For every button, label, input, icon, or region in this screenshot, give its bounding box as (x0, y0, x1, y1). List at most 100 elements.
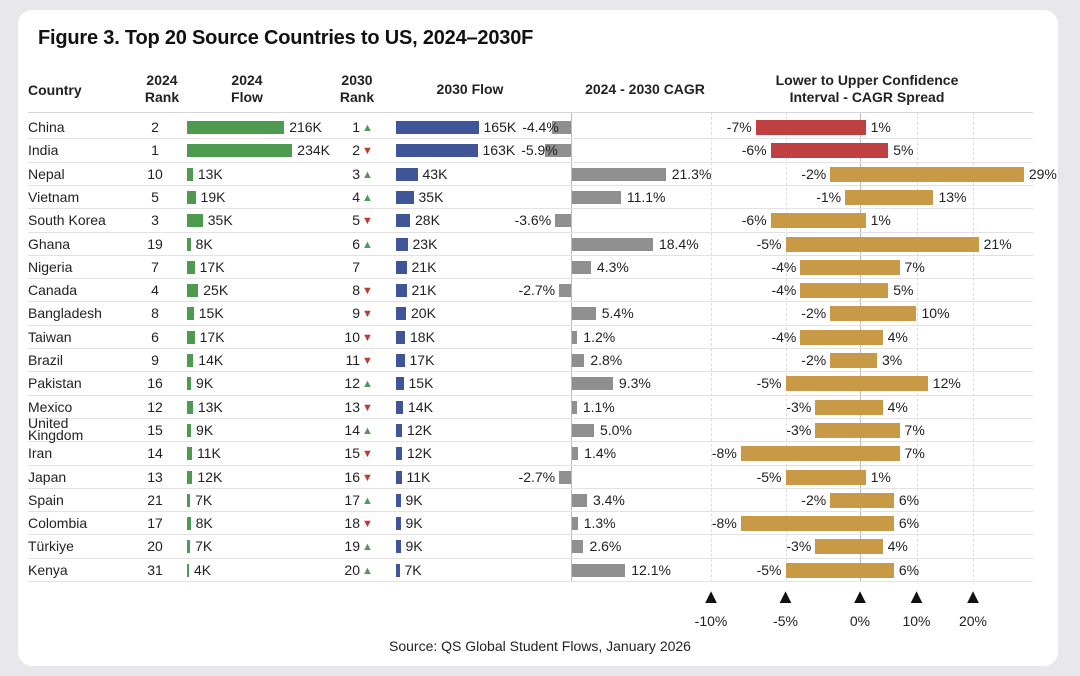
flow-2024-label: 17K (199, 328, 225, 345)
rank-2024: 10 (147, 165, 163, 182)
row-divider (28, 487, 1033, 489)
ci-high-label: 5% (893, 142, 914, 159)
flow-2024-bar (187, 144, 293, 158)
ci-axis-tick-label: 0% (849, 613, 871, 629)
flow-2024-label: 234K (297, 142, 330, 159)
rank-2024: 19 (147, 235, 163, 252)
ci-low-label: -5% (756, 375, 782, 392)
country-name: Bangladesh (28, 305, 102, 322)
rank-2024: 20 (147, 538, 163, 555)
country-name: China (28, 119, 65, 135)
ci-bar (755, 120, 866, 135)
rank-2024: 5 (151, 188, 159, 205)
row-divider (28, 324, 1033, 326)
flow-2030-label: 18K (410, 328, 435, 345)
rank-2024: 7 (151, 258, 159, 275)
row-divider (28, 161, 1033, 163)
ci-high-label: 7% (904, 445, 925, 462)
rank-2024: 9 (151, 352, 159, 368)
flow-2030-label: 163K (482, 142, 516, 159)
rank-2030: 8 (352, 282, 360, 299)
row-divider (28, 184, 1033, 186)
rank-2024: 12 (147, 398, 163, 415)
flow-2024-label: 8K (195, 235, 213, 252)
flow-2024-label: 7K (195, 491, 213, 508)
row-divider (28, 348, 1033, 349)
ci-low-label: -3% (786, 538, 812, 555)
cagr-label: 1.3% (583, 515, 616, 532)
ci-bar (830, 353, 877, 368)
row-divider (28, 464, 1033, 466)
ci-low-label: -2% (801, 305, 827, 322)
flow-2024-label: 15K (198, 305, 224, 322)
country-name: Ghana (28, 235, 71, 252)
flow-2030-bar (396, 167, 418, 181)
rank-2030: 18 (344, 515, 360, 532)
rank-down-icon: ▼ (362, 285, 373, 298)
ci-bar (785, 562, 894, 578)
flow-2024-label: 9K (196, 421, 214, 438)
country-name: Canada (28, 282, 78, 299)
ci-axis-marker-icon: ▲ (775, 586, 796, 608)
ci-bar (785, 236, 979, 252)
ci-high-label: 6% (898, 491, 920, 508)
cagr-label: -5.9% (521, 142, 558, 159)
flow-2024-bar (187, 563, 189, 577)
country-name: India (28, 142, 59, 159)
row-divider (28, 557, 1033, 559)
ci-bar (770, 213, 866, 229)
ci-bar (815, 399, 883, 415)
flow-2030-label: 21K (411, 282, 437, 299)
ci-axis-tick-label: -5% (773, 613, 798, 629)
ci-high-label: 6% (898, 561, 920, 578)
ci-axis-marker-icon: ▲ (701, 586, 721, 608)
ci-bar (740, 516, 894, 532)
rank-2024: 16 (147, 375, 163, 392)
cagr-bar (572, 307, 596, 321)
rank-2030: 7 (352, 258, 360, 275)
rank-2030: 4 (352, 188, 360, 205)
ci-high-label: 13% (938, 188, 967, 205)
ci-high-label: 29% (1028, 165, 1057, 182)
rank-2030: 9 (352, 305, 360, 322)
rank-2024: 13 (147, 468, 163, 485)
flow-2030-label: 35K (418, 188, 444, 205)
rank-2030: 12 (344, 375, 360, 392)
ci-bar (785, 469, 866, 485)
ci-low-label: -3% (786, 421, 812, 438)
ci-bar (830, 492, 894, 508)
country-name: Taiwan (28, 328, 72, 345)
row-divider (28, 138, 1033, 140)
flow-2030-label: 28K (415, 212, 440, 229)
ci-low-label: -2% (801, 491, 827, 508)
ci-gridline (785, 112, 787, 582)
flow-2030-bar (396, 284, 407, 298)
row-divider (28, 581, 1033, 582)
flow-2024-label: 14K (198, 352, 224, 368)
row-divider (28, 231, 1033, 233)
flow-2024-bar (187, 377, 192, 391)
ci-axis-marker-icon: ▲ (906, 586, 927, 608)
row-divider (28, 534, 1033, 536)
ci-low-label: -6% (741, 212, 767, 229)
ci-high-label: 1% (870, 212, 891, 229)
cagr-bar (572, 540, 584, 554)
flow-2024-label: 35K (207, 212, 233, 229)
flow-2030-label: 165K (483, 119, 517, 135)
flow-2030-bar (396, 121, 479, 134)
header-flow-2024: 2024 Flow (231, 72, 263, 105)
cagr-label: 2.8% (590, 352, 623, 368)
flow-2024-label: 25K (203, 282, 229, 299)
header-rank-2030: 2030 Rank (339, 72, 375, 105)
rank-2030: 17 (344, 491, 360, 508)
ci-high-label: 6% (898, 515, 920, 532)
rank-2030: 10 (344, 328, 360, 345)
country-name: Colombia (28, 515, 88, 532)
flow-2030-bar (396, 190, 414, 204)
ci-high-label: 5% (893, 282, 914, 299)
flow-2024-bar (187, 470, 193, 484)
flow-2024-bar (187, 260, 195, 274)
rank-2030: 20 (344, 561, 360, 578)
flow-2030-bar (396, 260, 407, 274)
flow-2030-label: 43K (422, 165, 448, 182)
